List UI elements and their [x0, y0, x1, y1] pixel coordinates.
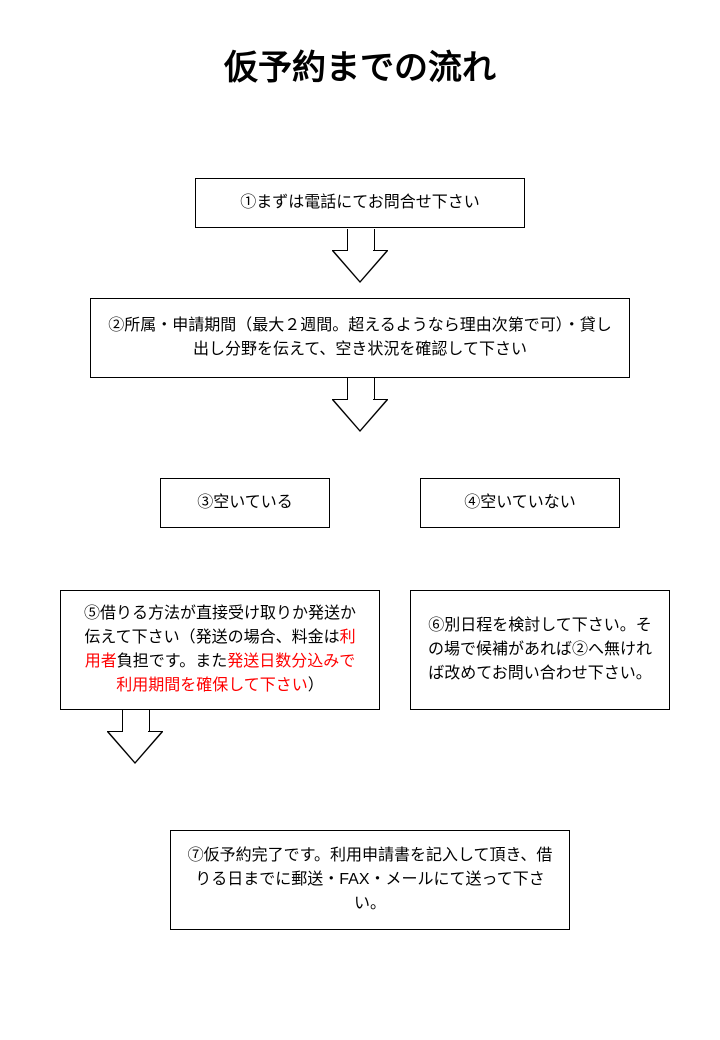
step1-text: ①まずは電話にてお問合せ下さい: [240, 191, 480, 215]
step5-text: ⑤借りる方法が直接受け取りか発送か伝えて下さい（発送の場合、料金は利用者負担です…: [77, 602, 363, 698]
page-title: 仮予約までの流れ: [0, 0, 720, 89]
step5-box: ⑤借りる方法が直接受け取りか発送か伝えて下さい（発送の場合、料金は利用者負担です…: [60, 590, 380, 710]
step7-box: ⑦仮予約完了です。利用申請書を記入して頂き、借りる日までに郵送・FAX・メールに…: [170, 830, 570, 930]
step3-box: ③空いている: [160, 478, 330, 528]
step6-text: ⑥別日程を検討して下さい。その場で候補があれば②へ無ければ改めてお問い合わせ下さ…: [427, 614, 653, 686]
step1-box: ①まずは電話にてお問合せ下さい: [195, 178, 525, 228]
step2-text: ②所属・申請期間（最大２週間。超えるようなら理由次第で可）・貸し出し分野を伝えて…: [107, 314, 613, 362]
step2-box: ②所属・申請期間（最大２週間。超えるようなら理由次第で可）・貸し出し分野を伝えて…: [90, 298, 630, 378]
step7-text: ⑦仮予約完了です。利用申請書を記入して頂き、借りる日までに郵送・FAX・メールに…: [187, 844, 553, 916]
step4-box: ④空いていない: [420, 478, 620, 528]
step3-text: ③空いている: [197, 491, 293, 515]
step6-box: ⑥別日程を検討して下さい。その場で候補があれば②へ無ければ改めてお問い合わせ下さ…: [410, 590, 670, 710]
step4-text: ④空いていない: [464, 491, 576, 515]
